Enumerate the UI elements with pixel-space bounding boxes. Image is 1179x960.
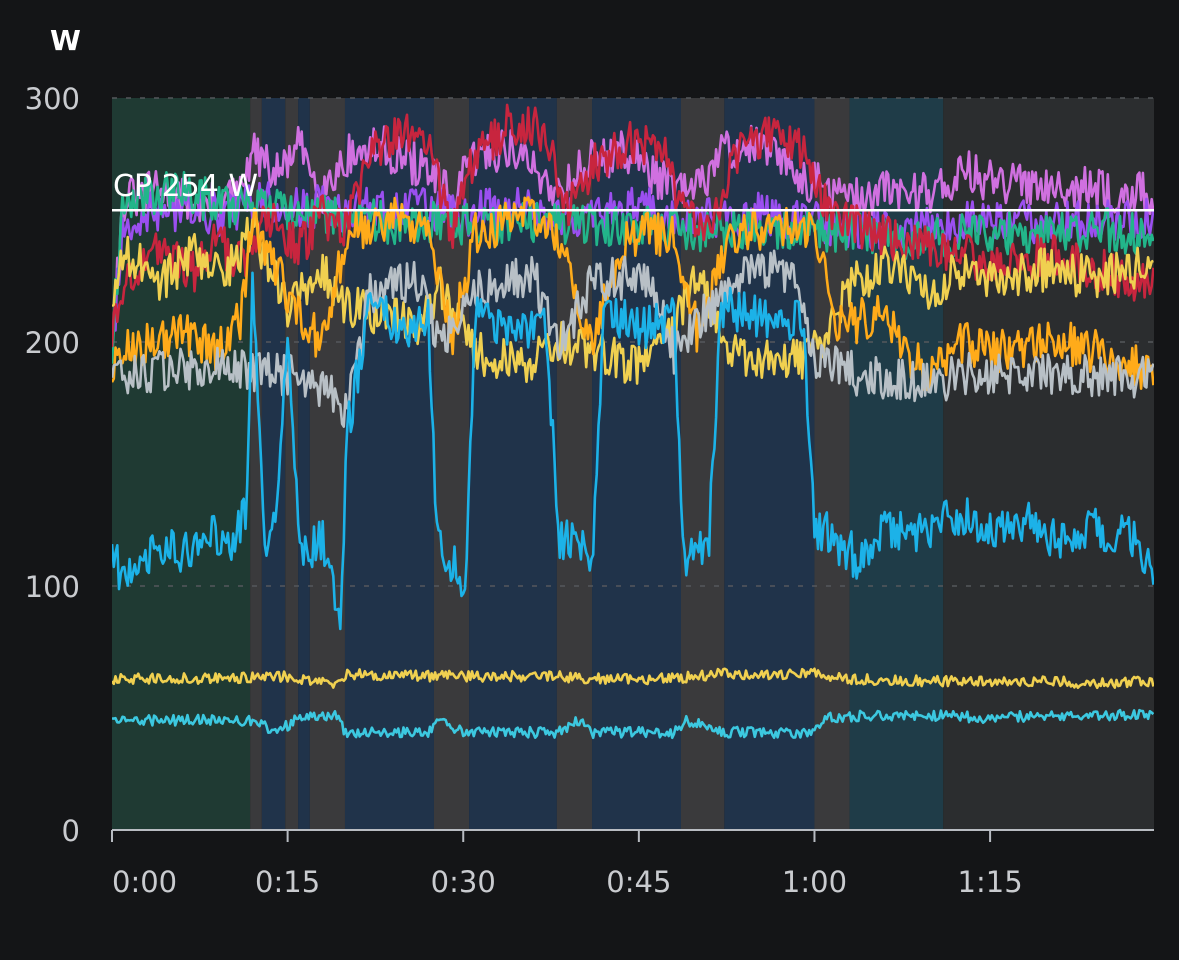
power-series-8 — [112, 667, 1154, 690]
y-gridlines: 0 100 200 300 — [25, 82, 1154, 848]
axes: W 0:00 0:15 0:30 0:45 1:00 1:15 — [50, 24, 1154, 899]
cp-reference: CP 254 W — [112, 169, 1154, 212]
x-tick-label-4: 1:00 — [782, 865, 847, 899]
x-tick-label-0: 0:00 — [112, 865, 177, 899]
y-tick-label-0: 0 — [62, 814, 80, 848]
power-series — [112, 103, 1154, 740]
x-tick-label-2: 0:30 — [431, 865, 496, 899]
x-tick-label-3: 0:45 — [606, 865, 671, 899]
power-series-9 — [112, 708, 1154, 740]
interval-band-3 — [285, 98, 299, 830]
interval-band-1 — [250, 98, 262, 830]
power-series-3 — [112, 103, 1154, 348]
x-tick-label-1: 0:15 — [255, 865, 320, 899]
y-tick-label-1: 100 — [25, 570, 80, 604]
y-tick-label-3: 300 — [25, 82, 80, 116]
y-tick-label-2: 200 — [25, 326, 80, 360]
power-series-5 — [112, 196, 1154, 392]
interval-band-4 — [298, 98, 310, 830]
x-tick-label-5: 1:15 — [958, 865, 1023, 899]
cp-label: CP 254 W — [113, 169, 258, 204]
y-unit-label: W — [50, 24, 81, 57]
power-series-7 — [112, 271, 1154, 631]
